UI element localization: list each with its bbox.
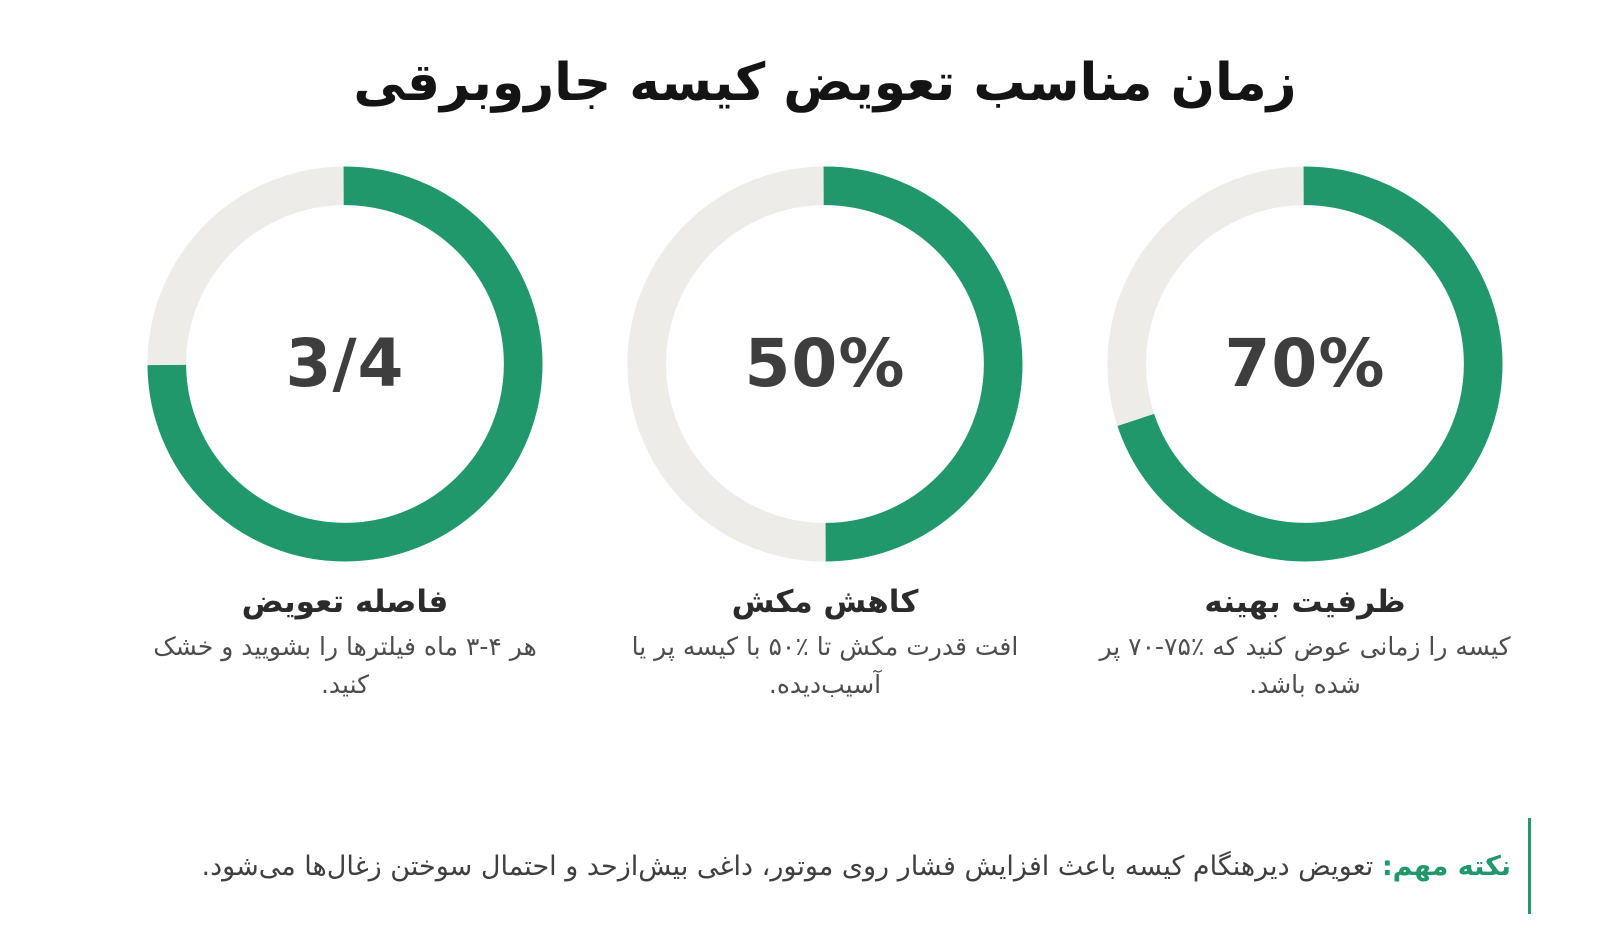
donut-arc: [147, 166, 543, 562]
note-label: نکته مهم:: [1381, 850, 1511, 882]
content-wrapper: زمان مناسب تعویض کیسه جاروبرقی 70% ظرفیت…: [0, 50, 1600, 705]
donut-chart-replacement-interval: 3/4 فاصله تعویض هر ۴-۳ ماه فیلترها را بش…: [125, 166, 565, 706]
donut-value: 50%: [744, 325, 906, 403]
chart-description: کیسه را زمانی عوض کنید که ٪۷۵-۷۰ پر شده …: [1099, 631, 1511, 700]
infographic-canvas: { "page": { "title": "زمان مناسب تعویض ک…: [0, 50, 1600, 946]
chart-title: ظرفیت بهینه: [1204, 583, 1406, 620]
donut-arc: [627, 166, 1023, 562]
important-note: نکته مهم: تعویض دیرهنگام کیسه باعث افزای…: [202, 818, 1531, 914]
page-title: زمان مناسب تعویض کیسه جاروبرقی: [353, 53, 1297, 113]
donut-value: 70%: [1224, 325, 1386, 403]
donut-ring: 50%: [627, 166, 1023, 562]
donut-value: 3/4: [285, 325, 405, 403]
donut-ring: 70%: [1107, 166, 1503, 562]
donut-arc: [1107, 166, 1503, 562]
donut-chart-optimal-capacity: 70% ظرفیت بهینه کیسه را زمانی عوض کنید ک…: [1085, 166, 1525, 706]
chart-description: هر ۴-۳ ماه فیلترها را بشویید و خشک کنید.: [153, 631, 537, 700]
donut-ring: 3/4: [147, 166, 543, 562]
chart-title: فاصله تعویض: [241, 583, 449, 620]
note-text: تعویض دیرهنگام کیسه باعث افزایش فشار روی…: [201, 850, 1374, 882]
note-accent-bar: [1528, 818, 1531, 914]
note-line: نکته مهم: تعویض دیرهنگام کیسه باعث افزای…: [202, 851, 1511, 882]
donut-chart-suction-drop: 50% کاهش مکش افت قدرت مکش تا ٪۵۰ با کیسه…: [605, 166, 1045, 706]
charts-row: 70% ظرفیت بهینه کیسه را زمانی عوض کنید ک…: [50, 166, 1600, 706]
chart-title: کاهش مکش: [731, 583, 919, 620]
chart-description: افت قدرت مکش تا ٪۵۰ با کیسه پر یا آسیب‌د…: [631, 631, 1019, 700]
